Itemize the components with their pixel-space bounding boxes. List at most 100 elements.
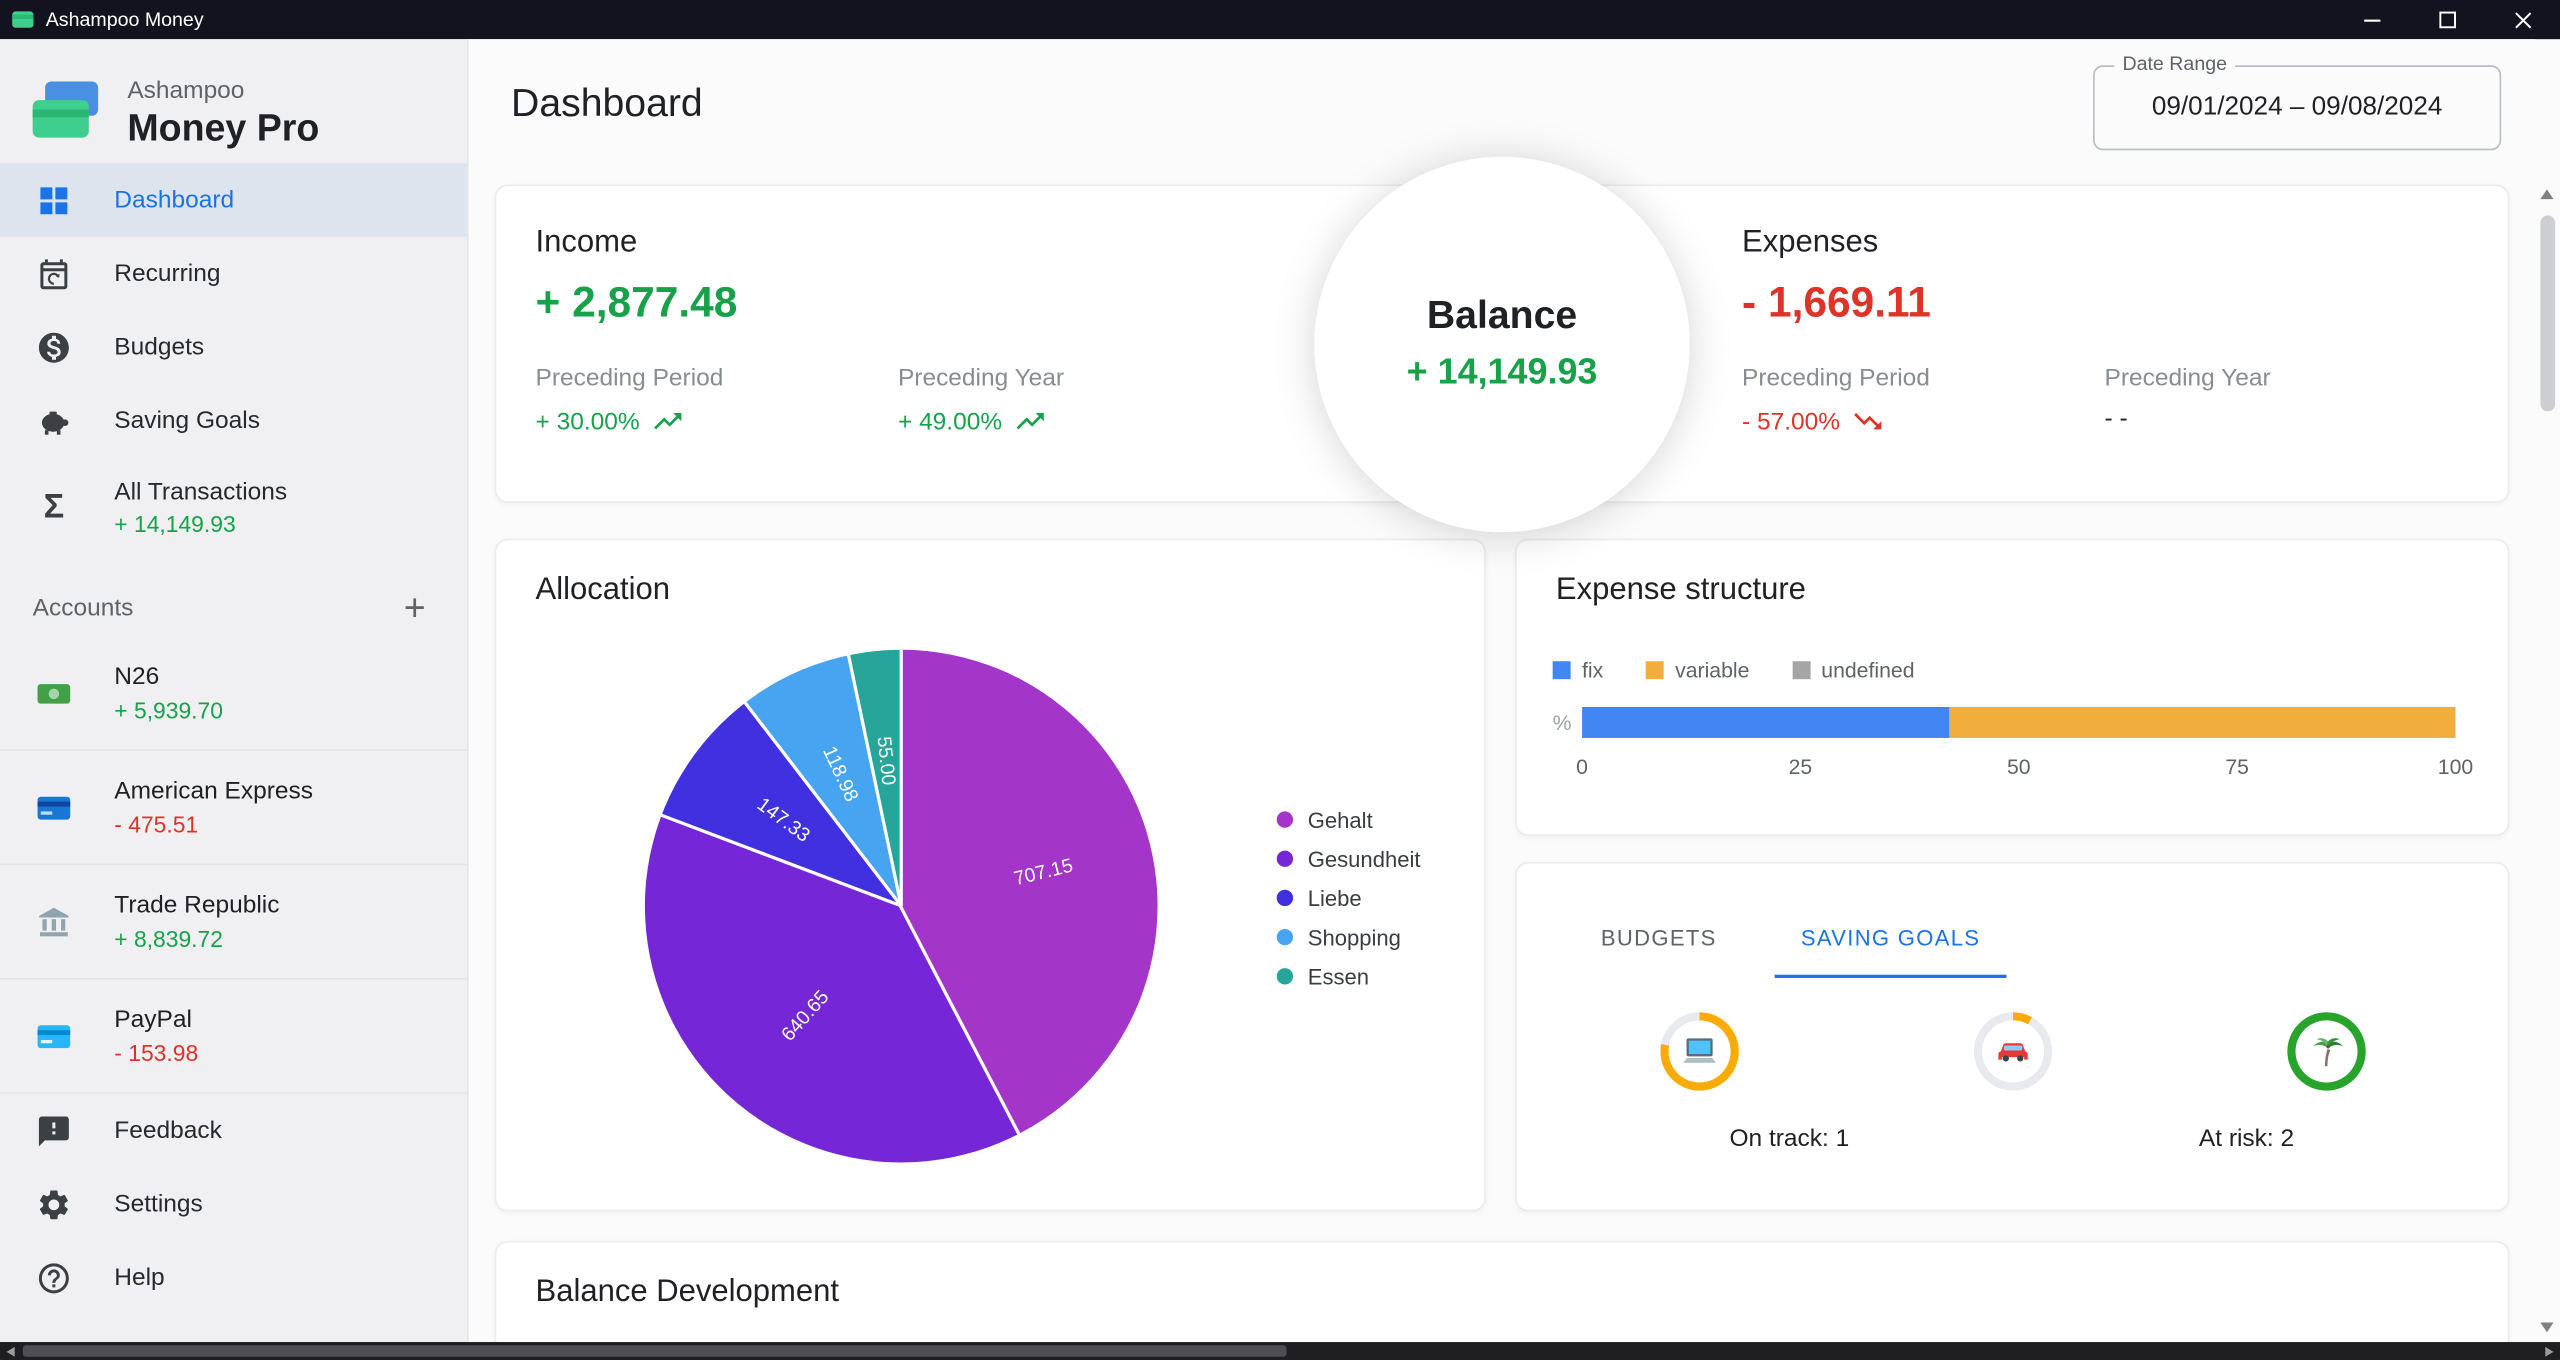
legend-label: Gehalt bbox=[1307, 807, 1373, 832]
scroll-down-arrow-icon[interactable] bbox=[2540, 1322, 2554, 1333]
expenses-title: Expenses bbox=[1742, 225, 1879, 260]
pie-slice-value-label: 707.15 bbox=[1011, 853, 1075, 890]
bar-axis: 0 25 50 75 100 bbox=[1576, 754, 2473, 780]
dashboard-icon bbox=[33, 179, 75, 221]
app-brand: Ashampoo Money Pro bbox=[0, 39, 467, 163]
sidebar-item-help[interactable]: Help bbox=[0, 1241, 467, 1314]
app-icon bbox=[11, 8, 34, 31]
bar-axis-unit: % bbox=[1552, 710, 1572, 735]
expense-stacked-bar[interactable] bbox=[1582, 706, 2456, 738]
balance-circle: Balance + 14,149.93 bbox=[1314, 155, 1690, 532]
tab-saving-goals[interactable]: SAVING GOALS bbox=[1774, 896, 2007, 978]
expenses-block: Expenses - 1,669.11 Preceding Period - 5… bbox=[1742, 225, 2467, 437]
legend-item-gehalt[interactable]: Gehalt bbox=[1276, 807, 1421, 832]
legend-item-shopping[interactable]: Shopping bbox=[1276, 925, 1421, 949]
legend-item-fix[interactable]: fix bbox=[1552, 658, 1603, 682]
nav-label: Saving Goals bbox=[114, 406, 260, 435]
pie-slice-value-label: 147.33 bbox=[753, 791, 815, 847]
feedback-icon bbox=[33, 1109, 75, 1151]
legend-item-variable[interactable]: variable bbox=[1645, 658, 1749, 682]
nav-label: Budgets bbox=[114, 333, 205, 361]
account-row-american-express[interactable]: American Express - 475.51 bbox=[0, 751, 467, 866]
sidebar-item-dashboard[interactable]: Dashboard bbox=[0, 163, 467, 237]
calendar-repeat-icon bbox=[33, 252, 75, 294]
vertical-scroll-thumb[interactable] bbox=[2540, 215, 2556, 412]
bar-segment-variable bbox=[1948, 706, 2456, 738]
income-title: Income bbox=[535, 225, 638, 260]
brand-name-bottom: Money Pro bbox=[127, 106, 320, 149]
bank-icon bbox=[33, 900, 75, 942]
allocation-title: Allocation bbox=[535, 573, 671, 608]
trend-up-icon bbox=[1014, 405, 1047, 438]
minimize-button[interactable] bbox=[2335, 0, 2410, 39]
scroll-up-arrow-icon[interactable] bbox=[2540, 189, 2554, 200]
allocation-card: Allocation 707.15 640.65 147.33 118.98 55.00… bbox=[494, 538, 1486, 1212]
account-name: PayPal bbox=[114, 1005, 192, 1034]
account-name: Trade Republic bbox=[114, 891, 280, 920]
titlebar: Ashampoo Money bbox=[0, 0, 2560, 40]
vertical-scrollbar[interactable] bbox=[2535, 176, 2560, 1343]
main-content: Dashboard Date Range 09/01/2024 – 09/08/… bbox=[468, 39, 2536, 1343]
preceding-period-label: Preceding Period bbox=[1742, 364, 1930, 392]
close-button[interactable] bbox=[2485, 0, 2560, 39]
income-block: Income + 2,877.48 Preceding Period + 30.… bbox=[536, 225, 1261, 437]
legend-item-liebe[interactable]: Liebe bbox=[1276, 886, 1421, 910]
allocation-legend: Gehalt Gesundheit Liebe Shopping Essen bbox=[1276, 807, 1421, 989]
sidebar-item-budgets[interactable]: Budgets bbox=[0, 310, 467, 383]
credit-card-icon bbox=[33, 786, 75, 828]
pie-slice-value-label: 640.65 bbox=[775, 985, 833, 1046]
pie-slice-value-label: 55.00 bbox=[872, 735, 901, 787]
sidebar-item-recurring[interactable]: Recurring bbox=[0, 237, 467, 310]
close-icon bbox=[2513, 11, 2531, 29]
laptop-icon bbox=[1680, 1032, 1719, 1071]
gear-icon bbox=[33, 1183, 75, 1225]
banknote-icon bbox=[33, 672, 75, 714]
account-balance: + 5,939.70 bbox=[114, 697, 223, 724]
horizontal-scrollbar[interactable] bbox=[0, 1342, 2560, 1360]
account-row-n26[interactable]: N26 + 5,939.70 bbox=[0, 637, 467, 752]
piggy-bank-icon bbox=[33, 399, 75, 441]
sigma-icon: Σ bbox=[43, 488, 65, 526]
accounts-list: N26 + 5,939.70 American Express - 475.51 bbox=[0, 637, 467, 1094]
tab-budgets[interactable]: BUDGETS bbox=[1600, 924, 1717, 950]
sidebar-item-feedback[interactable]: Feedback bbox=[0, 1094, 467, 1167]
car-icon bbox=[1993, 1032, 2032, 1071]
accounts-section-title: Accounts bbox=[32, 593, 134, 622]
legend-item-essen[interactable]: Essen bbox=[1276, 964, 1421, 989]
add-account-button[interactable]: + bbox=[403, 586, 426, 629]
saving-goal-laptop[interactable] bbox=[1660, 1012, 1739, 1091]
preceding-year-value: + 49.00% bbox=[897, 407, 1003, 436]
legend-color-dot bbox=[1276, 850, 1294, 867]
nav-label: All Transactions bbox=[114, 478, 288, 507]
allocation-pie-chart[interactable]: 707.15 640.65 147.33 118.98 55.00 bbox=[644, 649, 1158, 1163]
on-track-status: On track: 1 bbox=[1729, 1124, 1850, 1153]
axis-tick-label: 0 bbox=[1576, 754, 1588, 779]
account-row-paypal[interactable]: PayPal - 153.98 bbox=[0, 980, 467, 1094]
nav-label: Dashboard bbox=[114, 186, 235, 214]
legend-item-undefined[interactable]: undefined bbox=[1791, 658, 1915, 682]
saving-goal-car[interactable] bbox=[1973, 1012, 2053, 1091]
scroll-right-arrow-icon[interactable] bbox=[2545, 1346, 2554, 1356]
dollar-circle-icon bbox=[33, 326, 75, 368]
trend-down-icon bbox=[1852, 405, 1885, 438]
preceding-year-label: Preceding Year bbox=[2104, 364, 2271, 392]
scroll-left-arrow-icon[interactable] bbox=[6, 1346, 15, 1356]
sidebar-item-saving-goals[interactable]: Saving Goals bbox=[0, 384, 467, 457]
sidebar-item-settings[interactable]: Settings bbox=[0, 1167, 467, 1240]
paypal-card-icon bbox=[33, 1015, 75, 1057]
maximize-button[interactable] bbox=[2410, 0, 2485, 39]
date-range-input[interactable]: Date Range 09/01/2024 – 09/08/2024 bbox=[2093, 52, 2502, 151]
saving-goal-palm-tree[interactable] bbox=[2287, 1012, 2366, 1091]
window-title: Ashampoo Money bbox=[45, 8, 204, 32]
at-risk-status: At risk: 2 bbox=[2198, 1124, 2295, 1153]
preceding-year-label: Preceding Year bbox=[897, 364, 1065, 392]
sidebar-item-all-transactions[interactable]: Σ All Transactions + 14,149.93 bbox=[0, 457, 467, 558]
account-row-trade-republic[interactable]: Trade Republic + 8,839.72 bbox=[0, 865, 467, 980]
goals-card: BUDGETS SAVING GOALS bbox=[1515, 862, 2510, 1212]
account-balance: + 8,839.72 bbox=[114, 925, 223, 952]
legend-color-swatch bbox=[1645, 661, 1664, 680]
summary-card: Income + 2,877.48 Preceding Period + 30.… bbox=[494, 155, 2510, 532]
legend-item-gesundheit[interactable]: Gesundheit bbox=[1276, 847, 1421, 871]
date-range-label: Date Range bbox=[2114, 52, 2236, 76]
horizontal-scroll-thumb[interactable] bbox=[22, 1345, 1287, 1357]
